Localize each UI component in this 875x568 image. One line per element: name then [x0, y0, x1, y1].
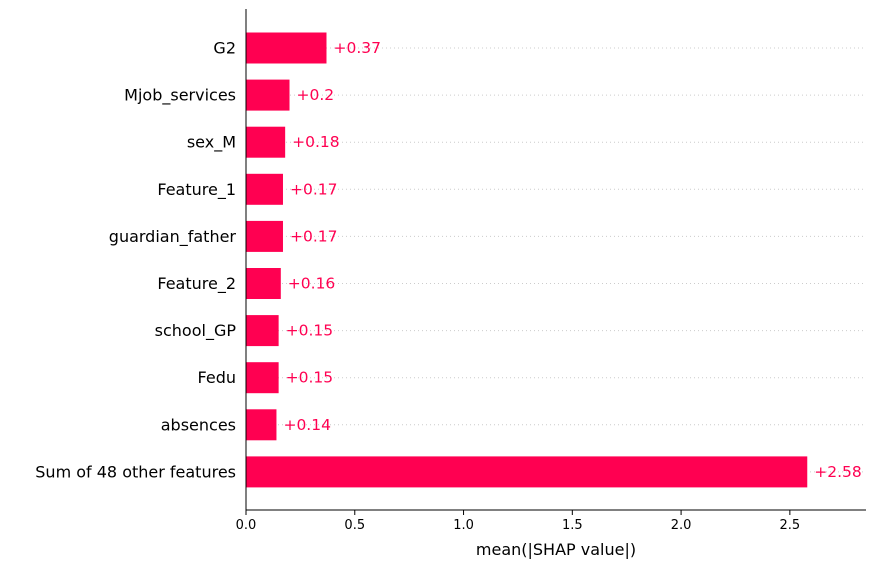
value-label: +0.2 [297, 86, 335, 104]
bars [246, 32, 808, 488]
value-label: +0.14 [283, 416, 331, 434]
category-label: Sum of 48 other features [35, 462, 236, 481]
value-labels: +0.37 +0.2 +0.18 +0.17 +0.17 +0.16 +0.15 +0.15 +… [283, 39, 861, 481]
x-axis-ticks: 0.0 0.5 1.0 1.5 2.0 2.5 [236, 510, 801, 533]
category-label: school_GP [155, 321, 237, 341]
x-tick-label: 2.0 [671, 518, 692, 533]
category-label: sex_M [187, 133, 236, 153]
bar [246, 315, 279, 347]
category-label: Feature_2 [157, 274, 236, 294]
x-tick-label: 1.5 [562, 518, 583, 533]
value-label: +0.37 [333, 39, 381, 57]
bar [246, 268, 281, 299]
value-label: +0.15 [286, 369, 334, 387]
bar [246, 220, 283, 252]
category-label: G2 [213, 39, 236, 58]
value-label: +0.15 [286, 322, 334, 340]
x-tick-label: 2.5 [780, 518, 801, 533]
category-label: Fedu [198, 368, 236, 387]
bar [246, 173, 283, 205]
x-tick-label: 0.5 [344, 518, 365, 533]
bar [246, 409, 277, 441]
value-label: +0.18 [292, 133, 340, 151]
bar [246, 32, 327, 64]
value-label: +0.17 [290, 227, 338, 245]
x-tick-label: 0.0 [236, 518, 257, 533]
bar [246, 126, 286, 158]
value-label: +0.17 [290, 180, 338, 198]
grid-lines [246, 47, 866, 473]
category-label: absences [161, 415, 236, 434]
category-labels: G2 Mjob_services sex_M Feature_1 guardian_fa… [35, 39, 236, 482]
value-label: +0.16 [288, 275, 336, 293]
bar [246, 79, 290, 111]
value-label: +2.58 [814, 463, 862, 481]
category-label: Mjob_services [124, 86, 236, 106]
bar [246, 456, 808, 488]
x-tick-label: 1.0 [453, 518, 474, 533]
category-label: guardian_father [109, 227, 237, 247]
x-axis-title: mean(|SHAP value|) [476, 540, 636, 559]
bar [246, 362, 279, 394]
category-label: Feature_1 [157, 180, 236, 200]
